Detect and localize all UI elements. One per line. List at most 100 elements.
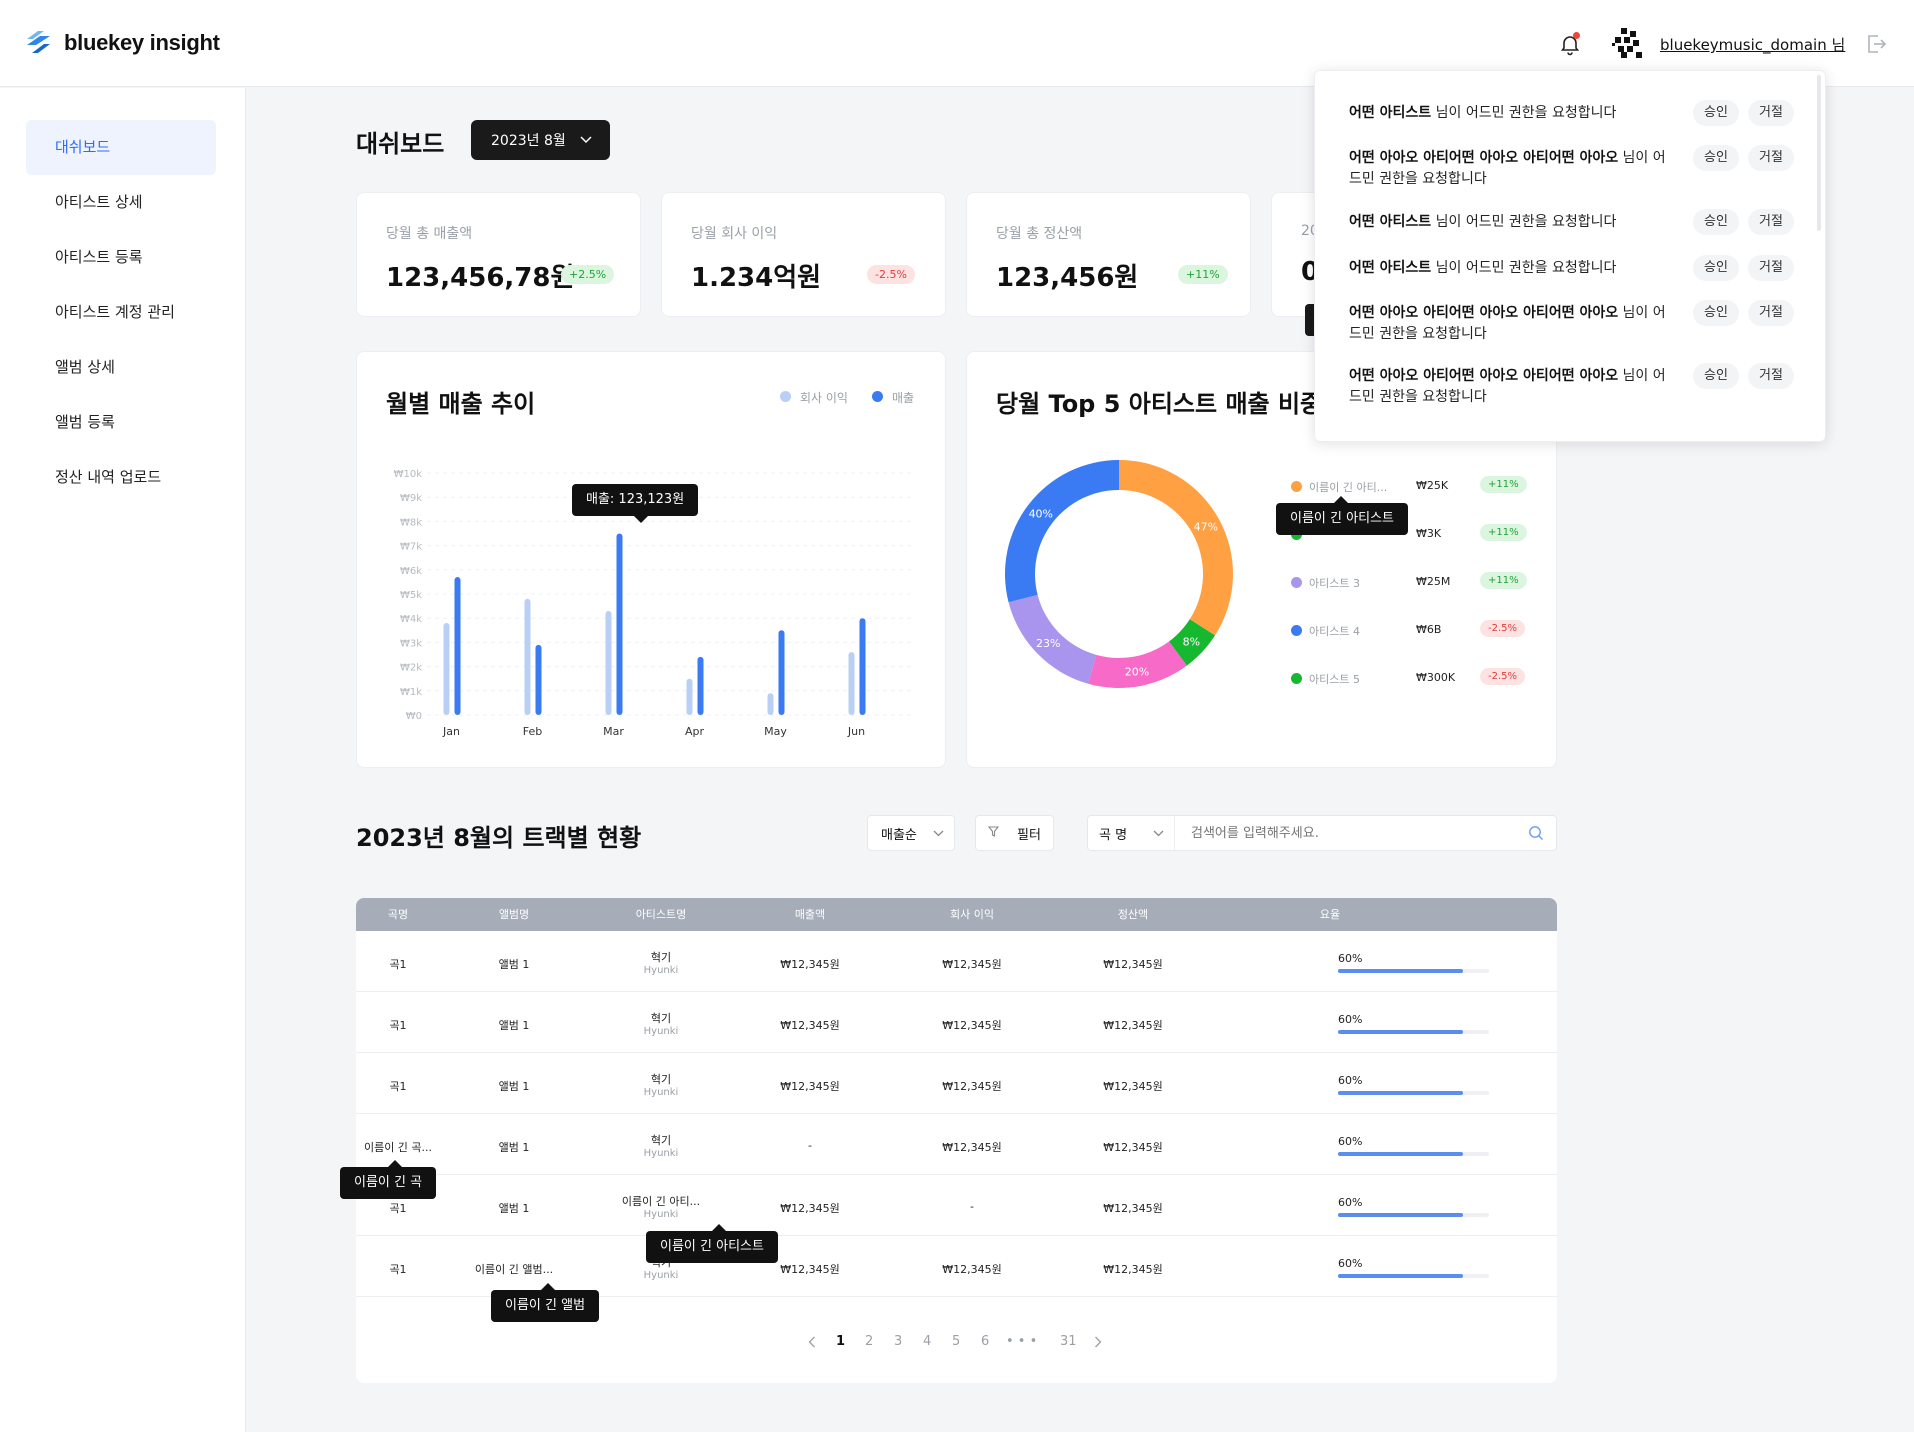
donut-slice[interactable] <box>1005 460 1119 603</box>
approve-button[interactable]: 승인 <box>1693 300 1739 326</box>
tracks-title: 2023년 8월의 트랙별 현황 <box>356 824 642 852</box>
reject-button[interactable]: 거절 <box>1748 255 1794 281</box>
bar-profit[interactable] <box>848 652 855 715</box>
donut-slice[interactable] <box>1008 594 1097 684</box>
chevron-left-icon[interactable] <box>808 1336 816 1352</box>
donut-slice[interactable] <box>1119 460 1233 636</box>
search-field-select[interactable]: 곡 명 <box>1088 816 1175 850</box>
table-row[interactable]: 곡1 앨범 1 혁기 Hyunki ₩12,345원 ₩12,345원 ₩12,… <box>356 931 1557 992</box>
legend-amount: ₩6B <box>1416 623 1442 636</box>
donut-slice[interactable] <box>1088 641 1187 688</box>
search-input[interactable] <box>1191 825 1521 841</box>
notification-bell-icon[interactable] <box>1558 32 1582 56</box>
chevron-down-icon <box>1153 826 1164 841</box>
top5-donut-chart: 47% 8% 20% 23% 40% <box>1005 460 1233 688</box>
bar-sales[interactable] <box>859 618 866 715</box>
artist-tooltip-text: 이름이 긴 아티스트 <box>1290 511 1394 526</box>
request-message: 님이 어드민 권한을 요청합니다 <box>1431 214 1617 230</box>
page-6[interactable]: 6 <box>981 1334 990 1349</box>
chevron-right-icon[interactable] <box>1094 1336 1102 1352</box>
sidebar-item-artist-account[interactable]: 아티스트 계정 관리 <box>55 303 175 321</box>
bar-profit[interactable] <box>605 610 612 715</box>
table-row[interactable]: 곡1 앨범 1 혁기 Hyunki ₩12,345원 ₩12,345원 ₩12,… <box>356 992 1557 1053</box>
approve-button[interactable]: 승인 <box>1693 100 1739 126</box>
bar-profit[interactable] <box>767 693 774 715</box>
rate-bar <box>1338 1091 1489 1095</box>
avatar[interactable] <box>1612 28 1642 58</box>
search-icon[interactable] <box>1528 825 1544 845</box>
slice-label: 23% <box>1036 637 1060 650</box>
sidebar-item-artist-register[interactable]: 아티스트 등록 <box>55 248 143 266</box>
scrollbar[interactable] <box>1817 75 1821 231</box>
sidebar-item-dashboard[interactable]: 대쉬보드 <box>26 120 216 175</box>
donut-chart-title: 당월 Top 5 아티스트 매출 비중 <box>996 390 1323 418</box>
notification-text: 어떤 아아오 아티어떤 아아오 아티어떤 아아오 님이 어드민 권한을 요청합니… <box>1349 366 1669 408</box>
page-4[interactable]: 4 <box>923 1334 932 1349</box>
table-row[interactable]: 곡1 앨범 1 이름이 긴 아티... Hyunki ₩12,345원 - ₩1… <box>356 1175 1557 1236</box>
song-tooltip: 이름이 긴 곡 <box>340 1160 437 1199</box>
legend-change-badge: +11% <box>1480 524 1527 541</box>
bar-profit[interactable] <box>686 678 693 715</box>
reject-button[interactable]: 거절 <box>1748 209 1794 235</box>
sort-select[interactable]: 매출순 <box>867 815 955 851</box>
cell-rate: 60% <box>1338 1135 1363 1148</box>
page-last[interactable]: 31 <box>1060 1334 1077 1349</box>
x-tick-label: Feb <box>523 725 542 738</box>
stat-value: 1.234억원 <box>691 263 822 293</box>
bar-sales[interactable] <box>535 644 542 715</box>
month-selector[interactable]: 2023년 8월 <box>471 120 610 160</box>
page-5[interactable]: 5 <box>952 1334 961 1349</box>
artist-name: 이름이 긴 아티... <box>621 1195 701 1208</box>
col-album: 앨범명 <box>498 908 530 921</box>
notification-text: 어떤 아아오 아티어떤 아아오 아티어떤 아아오 님이 어드민 권한을 요청합니… <box>1349 148 1669 190</box>
approve-button[interactable]: 승인 <box>1693 363 1739 389</box>
bar-sales[interactable] <box>616 533 623 716</box>
col-sales: 매출액 <box>794 908 826 921</box>
search-field-value: 곡 명 <box>1099 827 1128 843</box>
filter-label: 필터 <box>1017 827 1041 843</box>
table-row[interactable]: 곡1 이름이 긴 앨범... 혁기 Hyunki ₩12,345원 ₩12,34… <box>356 1236 1557 1297</box>
cell-settlement: ₩12,345원 <box>1103 1141 1163 1154</box>
cell-song: 곡1 <box>389 1080 407 1093</box>
notification-popover: 어떤 아티스트 님이 어드민 권한을 요청합니다 승인 거절 어떤 아아오 아티… <box>1314 70 1826 442</box>
sidebar-item-settlement-upload[interactable]: 정산 내역 업로드 <box>55 468 162 486</box>
reject-button[interactable]: 거절 <box>1748 100 1794 126</box>
brand-logo[interactable]: bluekey insight <box>24 28 220 58</box>
filter-button[interactable]: 필터 <box>975 815 1054 851</box>
bar-profit[interactable] <box>524 598 531 715</box>
cell-song: 이름이 긴 곡... <box>363 1141 433 1154</box>
approve-button[interactable]: 승인 <box>1693 145 1739 171</box>
approve-button[interactable]: 승인 <box>1693 209 1739 235</box>
month-selector-label: 2023년 8월 <box>491 133 566 149</box>
x-tick-label: Mar <box>603 725 624 738</box>
sidebar-item-album-detail[interactable]: 앨범 상세 <box>55 358 115 376</box>
bar-profit[interactable] <box>443 623 450 715</box>
donut-slice[interactable] <box>1168 619 1216 666</box>
bar-sales[interactable] <box>454 577 461 715</box>
stat-card-sales: 당월 총 매출액 123,456,78원 +2.5% <box>356 192 641 317</box>
sidebar-item-artist-detail[interactable]: 아티스트 상세 <box>55 193 143 211</box>
reject-button[interactable]: 거절 <box>1748 300 1794 326</box>
notification-text: 어떤 아티스트 님이 어드민 권한을 요청합니다 <box>1349 258 1669 279</box>
tracks-table: 곡명 앨범명 아티스트명 매출액 회사 이익 정산액 요율 곡1 앨범 1 혁기… <box>340 898 1557 1383</box>
bar-sales[interactable] <box>778 630 785 715</box>
y-tick-label: ₩8k <box>400 517 422 528</box>
cell-settlement: ₩12,345원 <box>1103 1263 1163 1276</box>
page-3[interactable]: 3 <box>894 1334 903 1349</box>
y-tick-label: ₩6k <box>400 566 422 577</box>
approve-button[interactable]: 승인 <box>1693 255 1739 281</box>
username-link[interactable]: bluekeymusic_domain 님 <box>1660 36 1846 54</box>
reject-button[interactable]: 거절 <box>1748 363 1794 389</box>
logout-icon[interactable] <box>1864 32 1888 56</box>
table-row[interactable]: 이름이 긴 곡... 앨범 1 혁기 Hyunki - ₩12,345원 ₩12… <box>356 1114 1557 1175</box>
page-1[interactable]: 1 <box>836 1334 846 1349</box>
table-row[interactable]: 곡1 앨범 1 혁기 Hyunki ₩12,345원 ₩12,345원 ₩12,… <box>356 1053 1557 1114</box>
cell-profit: - <box>970 1200 974 1213</box>
bar-sales[interactable] <box>697 656 704 715</box>
page-2[interactable]: 2 <box>865 1334 874 1349</box>
legend-artist-name: 이름이 긴 아티... <box>1309 481 1388 494</box>
monthly-chart-title: 월별 매출 추이 <box>386 390 536 418</box>
reject-button[interactable]: 거절 <box>1748 145 1794 171</box>
sidebar-item-album-register[interactable]: 앨범 등록 <box>55 413 115 431</box>
x-tick-label: May <box>764 725 787 738</box>
